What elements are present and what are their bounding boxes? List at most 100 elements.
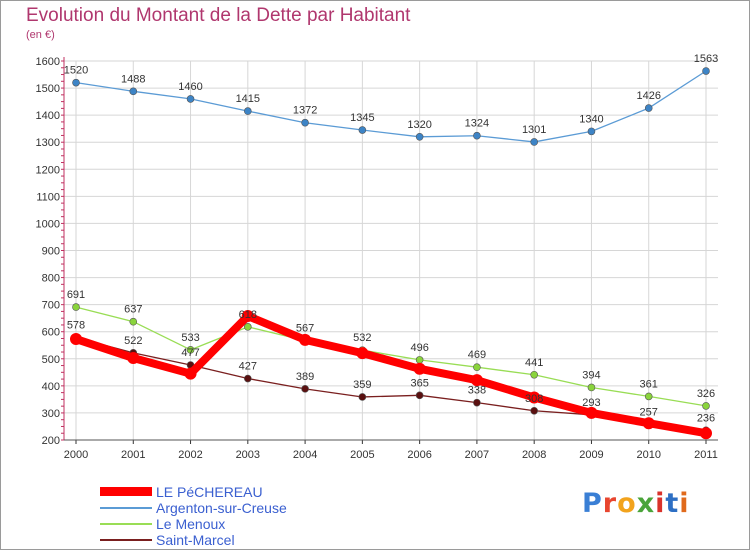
logo-letter: i — [679, 488, 690, 519]
data-label-le-menoux: 691 — [67, 289, 85, 301]
data-point-le-p-chereau — [299, 333, 312, 346]
data-label-saint-marcel: 522 — [124, 335, 142, 347]
data-label-le-menoux: 533 — [181, 332, 199, 344]
series-layer — [70, 67, 712, 440]
data-label-argenton-sur-creuse: 1324 — [465, 118, 489, 130]
data-label-saint-marcel: 293 — [582, 397, 600, 409]
data-point-le-menoux — [702, 402, 710, 410]
data-point-le-p-chereau — [241, 310, 254, 323]
data-label-saint-marcel: 236 — [697, 412, 715, 424]
data-point-le-p-chereau — [184, 367, 197, 380]
data-point-le-menoux — [415, 356, 424, 364]
x-tick-label: 2002 — [178, 449, 202, 461]
data-point-le-menoux — [587, 383, 596, 392]
data-label-saint-marcel: 477 — [181, 347, 199, 359]
data-point-le-p-chereau — [356, 347, 369, 360]
x-tick-label: 2000 — [64, 449, 88, 461]
data-point-le-menoux — [244, 323, 252, 331]
data-label-argenton-sur-creuse: 1301 — [522, 124, 546, 136]
data-label-argenton-sur-creuse: 1488 — [121, 73, 145, 85]
data-label-saint-marcel: 359 — [353, 379, 371, 391]
data-label-argenton-sur-creuse: 1563 — [694, 53, 718, 65]
data-point-argenton-sur-creuse — [415, 133, 424, 141]
data-point-le-menoux — [186, 346, 195, 354]
data-point-argenton-sur-creuse — [301, 118, 309, 127]
data-point-argenton-sur-creuse — [244, 107, 252, 115]
data-point-argenton-sur-creuse — [644, 104, 653, 112]
data-point-argenton-sur-creuse — [587, 127, 596, 136]
data-label-saint-marcel: 389 — [296, 371, 314, 383]
data-label-le-menoux: 637 — [124, 304, 142, 316]
data-label-saint-marcel: 365 — [410, 377, 428, 389]
legend-swatch — [100, 487, 152, 496]
data-label-le-menoux: 326 — [697, 388, 715, 400]
data-label-saint-marcel: 578 — [67, 320, 85, 332]
legend-label: Le Menoux — [156, 516, 226, 532]
legend-label: LE PéCHEREAU — [156, 484, 263, 500]
series-line-le-p-chereau — [72, 312, 710, 438]
y-tick-label: 1500 — [36, 83, 60, 95]
x-axis: 2000 2001 2002 2003 2004 2005 2006 2007 2008 2009… — [64, 439, 718, 461]
data-labels-layer: 1520 1488 1460 1415 1372 1345 1320 1324 1301 1340… — [64, 53, 718, 424]
data-point-argenton-sur-creuse — [702, 67, 710, 75]
logo-letter: o — [617, 488, 637, 519]
data-point-saint-marcel — [301, 385, 309, 393]
x-tick-label: 2003 — [236, 449, 260, 461]
x-tick-label: 2010 — [636, 449, 660, 461]
logo-letter: x — [636, 488, 656, 519]
grid — [64, 60, 718, 441]
y-tick-label: 1200 — [36, 164, 60, 176]
data-point-saint-marcel — [358, 393, 367, 401]
data-point-le-p-chereau — [70, 333, 82, 346]
data-point-saint-marcel — [530, 406, 538, 415]
data-point-argenton-sur-creuse — [530, 138, 538, 146]
y-tick-label: 700 — [42, 300, 60, 312]
chart-unit-label: (en €) — [26, 29, 55, 41]
y-tick-label: 600 — [42, 327, 60, 339]
data-label-argenton-sur-creuse: 1460 — [178, 81, 202, 93]
series-line-argenton-sur-creuse — [75, 70, 707, 143]
y-tick-label: 1300 — [36, 137, 60, 149]
data-label-argenton-sur-creuse: 1426 — [636, 90, 660, 102]
data-point-le-p-chereau — [642, 417, 655, 430]
data-label-le-menoux: 361 — [640, 378, 658, 390]
logo-letter: t — [665, 488, 680, 519]
logo-letter: P — [582, 488, 603, 519]
chart-title: Evolution du Montant de la Dette par Hab… — [26, 5, 411, 26]
x-tick-label: 2009 — [579, 449, 603, 461]
x-tick-label: 2001 — [121, 449, 145, 461]
data-point-le-p-chereau — [413, 362, 426, 375]
data-point-argenton-sur-creuse — [473, 131, 481, 140]
x-tick-label: 2006 — [407, 449, 431, 461]
data-point-saint-marcel — [415, 391, 424, 400]
data-point-le-menoux — [72, 303, 80, 311]
data-label-argenton-sur-creuse: 1345 — [350, 112, 374, 124]
data-point-le-p-chereau — [470, 374, 483, 387]
y-tick-label: 900 — [42, 246, 60, 258]
data-point-le-menoux — [129, 317, 138, 326]
y-tick-label: 800 — [42, 273, 60, 285]
data-label-le-menoux: 618 — [239, 309, 257, 321]
data-label-argenton-sur-creuse: 1415 — [236, 93, 260, 105]
data-point-le-menoux — [530, 370, 538, 379]
data-label-saint-marcel: 338 — [468, 385, 486, 397]
legend-swatch — [100, 523, 152, 525]
data-point-le-p-chereau — [528, 391, 541, 404]
x-tick-label: 2004 — [293, 449, 317, 461]
legend-label: Saint-Marcel — [156, 532, 235, 548]
series-line-le-menoux — [75, 306, 707, 407]
y-tick-label: 200 — [42, 435, 60, 447]
y-tick-label: 1100 — [36, 191, 60, 203]
data-point-argenton-sur-creuse — [186, 95, 195, 103]
legend-swatch — [100, 507, 152, 509]
data-label-argenton-sur-creuse: 1340 — [579, 113, 603, 125]
data-point-le-p-chereau — [127, 351, 140, 364]
data-point-le-p-chereau — [585, 406, 598, 419]
data-point-argenton-sur-creuse — [358, 126, 367, 134]
data-point-le-p-chereau — [700, 427, 712, 440]
proxiti-logo: Proxiti — [582, 488, 690, 519]
data-point-le-menoux — [473, 363, 481, 371]
data-label-le-menoux: 469 — [468, 349, 486, 361]
